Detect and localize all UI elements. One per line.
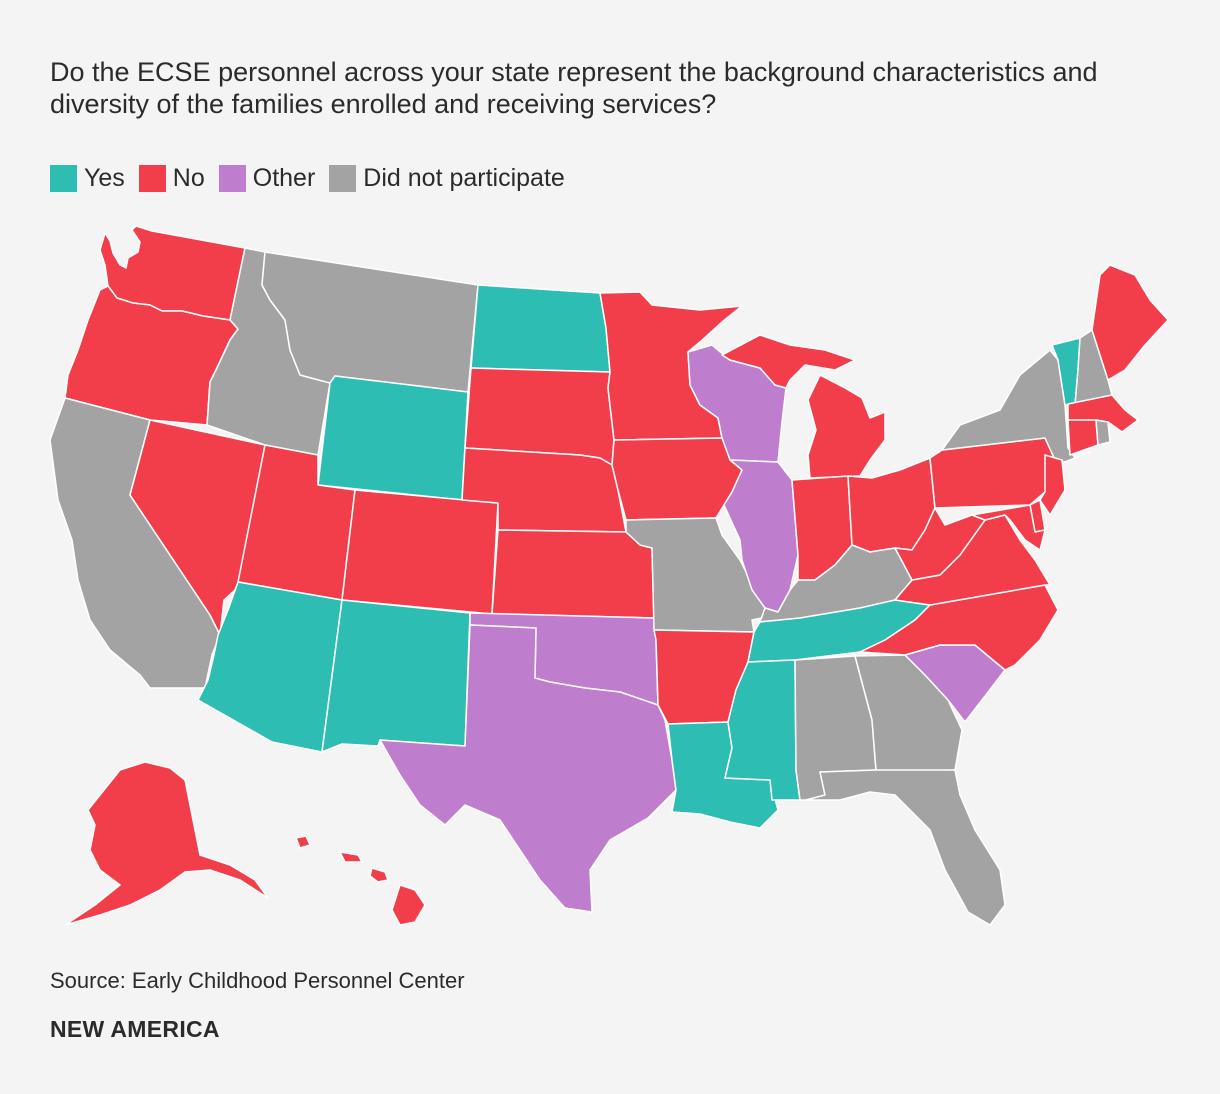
legend-item-other: Other <box>218 164 316 193</box>
state-mi-upper <box>721 334 856 389</box>
state-ct <box>1067 419 1099 456</box>
legend-label-yes: Yes <box>84 164 125 192</box>
state-wy <box>317 375 469 501</box>
brand-logo: NEW AMERICA <box>50 1016 220 1042</box>
state-ne <box>461 447 627 533</box>
legend-swatch-no <box>138 165 166 192</box>
legend-swatch-other <box>218 165 246 192</box>
state-nm <box>321 599 471 753</box>
state-mi-lower <box>807 374 886 479</box>
state-nd <box>470 284 611 373</box>
state-ks <box>491 529 655 619</box>
state-ia <box>611 437 743 521</box>
legend-label-other: Other <box>252 164 316 192</box>
state-me <box>1091 264 1169 381</box>
state-ri <box>1095 419 1111 446</box>
legend-swatch-yes <box>50 165 77 192</box>
state-hi-main <box>391 884 426 926</box>
legend-swatch-dnp <box>329 165 357 192</box>
legend-item-yes: Yes <box>50 164 125 193</box>
state-hi-molokai <box>339 851 363 863</box>
state-mo <box>625 517 776 633</box>
legend-label-no: No <box>172 164 205 192</box>
legend-item-dnp: Did not participate <box>329 164 565 193</box>
state-md <box>971 504 1046 551</box>
legend-item-no: No <box>138 164 205 193</box>
state-co <box>341 489 499 615</box>
state-hi-maui <box>369 867 389 883</box>
state-nj <box>1039 454 1066 516</box>
state-fl <box>805 769 1006 926</box>
state-ms <box>724 659 801 801</box>
state-ak <box>64 761 269 926</box>
state-tx <box>379 624 677 913</box>
source-note: Source: Early Childhood Personnel Center <box>50 968 465 993</box>
legend-label-dnp: Did not participate <box>363 164 565 192</box>
legend: Yes No Other Did not participate <box>50 164 579 193</box>
chart-title: Do the ECSE personnel across your state … <box>50 57 1098 119</box>
state-hi-oahu <box>295 835 311 849</box>
